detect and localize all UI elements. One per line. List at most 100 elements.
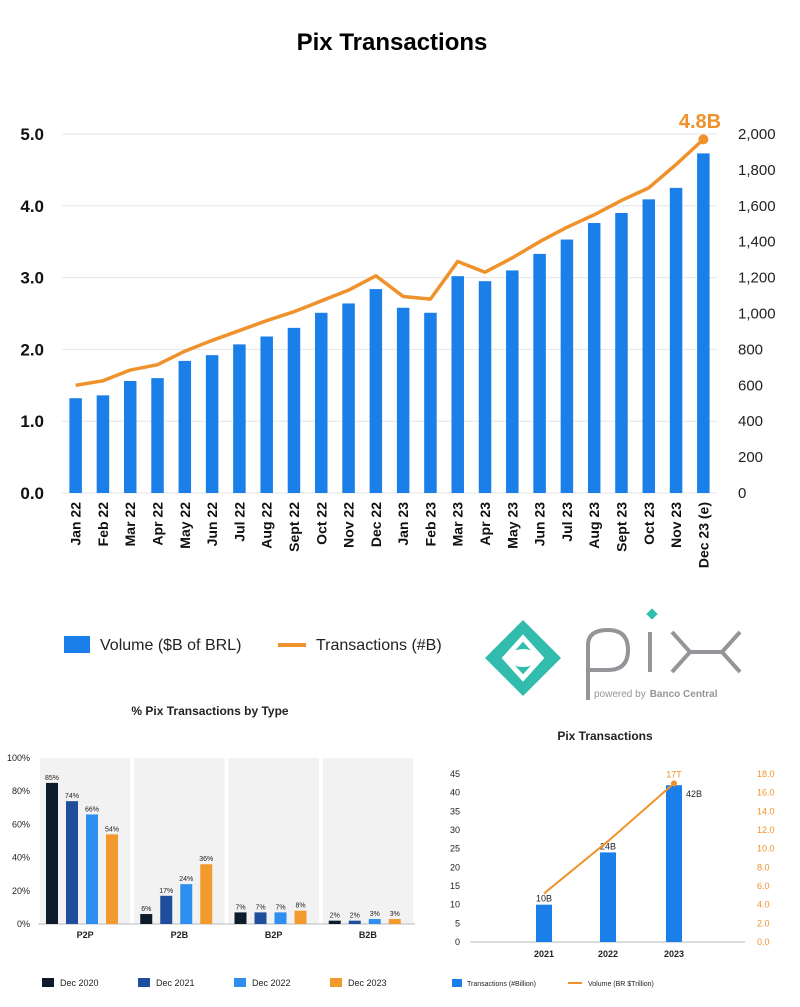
legend-label-transactions: Transactions (#B) xyxy=(316,637,442,654)
yearly-bar xyxy=(600,852,616,942)
volume-bar xyxy=(396,307,410,493)
volume-bar xyxy=(260,336,273,493)
volume-annotation: 17T xyxy=(666,769,682,779)
volume-bar xyxy=(478,281,492,493)
x-axis-tick-label: Mar 22 xyxy=(122,502,138,547)
volume-bar xyxy=(151,378,164,493)
x-axis-tick-label: Jun 22 xyxy=(204,502,220,547)
right-axis-tick-label: 1,000 xyxy=(738,306,776,323)
type-bar-label: 2% xyxy=(350,913,360,920)
left-axis-tick-label: 0.0 xyxy=(20,484,44,503)
x-axis-tick-label: May 23 xyxy=(504,502,520,549)
legend-label: Dec 2023 xyxy=(348,978,387,988)
x-axis-tick-label: May 22 xyxy=(177,502,193,549)
type-chart-x-axis: P2P P2B B2P B2B xyxy=(77,930,378,940)
category-label: 2023 xyxy=(664,949,684,959)
category-label: B2P xyxy=(265,930,283,940)
type-bar xyxy=(294,910,307,924)
type-chart-y-axis: 0% 20% 40% 60% 80% 100% xyxy=(7,753,30,929)
type-bar xyxy=(234,912,247,924)
category-label: B2B xyxy=(359,930,378,940)
right-axis-tick-label: 18.0 xyxy=(757,769,775,779)
legend-label: Dec 2022 xyxy=(252,978,291,988)
x-axis-tick-label: Feb 23 xyxy=(422,502,438,547)
legend-swatch xyxy=(452,979,462,987)
volume-last-point xyxy=(671,780,677,787)
type-bar xyxy=(328,920,341,924)
type-bar-label: 24% xyxy=(179,876,193,883)
x-axis-tick-label: Apr 23 xyxy=(477,502,493,546)
x-axis-tick-label: Jan 22 xyxy=(68,502,84,546)
category-label: 2021 xyxy=(534,949,554,959)
left-axis-tick-label: 15 xyxy=(450,881,460,891)
left-axis-tick-label: 4.0 xyxy=(20,197,44,216)
yearly-chart-right-axis: 0.0 2.0 4.0 6.0 8.0 10.0 12.0 14.0 16.0 18.0 xyxy=(757,769,775,947)
type-bar-label: 85% xyxy=(45,775,59,782)
yearly-bar-label: 10B xyxy=(536,894,552,904)
right-axis-tick-label: 16.0 xyxy=(757,788,775,798)
type-bar-label: 3% xyxy=(390,911,400,918)
right-axis-tick-label: 12.0 xyxy=(757,825,775,835)
main-chart-legend: Volume ($B of BRL) Transactions (#B) xyxy=(64,636,442,654)
type-bar-label: 7% xyxy=(275,904,285,911)
x-axis-tick-label: Nov 23 xyxy=(668,502,684,548)
category-label: P2B xyxy=(171,930,189,940)
y-axis-tick-label: 80% xyxy=(12,786,30,796)
x-axis-tick-label: Oct 22 xyxy=(313,502,329,545)
type-bar xyxy=(274,912,287,924)
x-axis-tick-label: Jul 22 xyxy=(231,502,247,542)
type-bar-label: 7% xyxy=(255,904,265,911)
right-axis-tick-label: 800 xyxy=(738,341,763,358)
yearly-chart-legend: Transactions (#Billion) Volume (BR $Trill… xyxy=(452,979,654,988)
left-axis-tick-label: 35 xyxy=(450,806,460,816)
left-axis-tick-label: 25 xyxy=(450,844,460,854)
x-axis-tick-label: Aug 23 xyxy=(586,502,602,549)
right-axis-tick-label: 600 xyxy=(738,377,763,394)
category-label: 2022 xyxy=(598,949,618,959)
yearly-chart-left-axis: 0 5 10 15 20 25 30 35 40 45 xyxy=(450,769,460,947)
type-bar xyxy=(140,914,153,924)
left-axis-tick-label: 2.0 xyxy=(20,340,44,359)
type-bar xyxy=(180,884,193,924)
volume-line xyxy=(543,782,675,895)
main-chart-volume-bars xyxy=(69,153,710,494)
x-axis-tick-label: Nov 22 xyxy=(341,502,357,548)
x-axis-tick-label: Dec 23 (e) xyxy=(695,502,711,568)
x-axis-tick-label: Oct 23 xyxy=(641,502,657,545)
type-bar xyxy=(106,834,118,924)
volume-bar xyxy=(342,303,355,493)
pix-logo-wordmark xyxy=(586,608,742,700)
x-axis-tick-label: Mar 23 xyxy=(450,502,466,547)
volume-bar xyxy=(123,380,137,493)
right-axis-tick-label: 6.0 xyxy=(757,881,770,891)
x-axis-tick-label: Jun 23 xyxy=(532,502,548,547)
main-chart-left-axis: 0.0 1.0 2.0 3.0 4.0 5.0 xyxy=(20,125,44,503)
yearly-bar-label: 24B xyxy=(600,841,616,851)
type-bar-label: 74% xyxy=(65,793,79,800)
right-axis-tick-label: 200 xyxy=(738,449,763,466)
legend-swatch-volume xyxy=(64,636,90,653)
x-axis-tick-label: Aug 22 xyxy=(259,502,275,549)
left-axis-tick-label: 10 xyxy=(450,900,460,910)
type-bar-label: 6% xyxy=(141,906,151,913)
volume-bar xyxy=(697,153,710,494)
left-axis-tick-label: 3.0 xyxy=(20,269,44,288)
category-label: P2P xyxy=(77,930,94,940)
type-bar xyxy=(86,814,98,924)
x-axis-tick-label: Sept 22 xyxy=(286,502,302,552)
legend-label: Volume (BR $Trillion) xyxy=(588,981,654,988)
right-axis-tick-label: 0.0 xyxy=(757,937,770,947)
volume-bar xyxy=(533,253,546,493)
yearly-chart-title: Pix Transactions xyxy=(557,729,653,743)
type-bar-label: 2% xyxy=(330,913,340,920)
main-chart-title: Pix Transactions xyxy=(297,29,488,56)
y-axis-tick-label: 40% xyxy=(12,853,30,863)
transactions-line xyxy=(75,138,705,388)
type-bar-label: 17% xyxy=(159,888,173,895)
y-axis-tick-label: 20% xyxy=(12,886,30,896)
volume-bar xyxy=(560,239,574,493)
legend-label: Dec 2021 xyxy=(156,978,195,988)
type-bar-label: 3% xyxy=(370,911,380,918)
pix-logo: powered by Banco Central xyxy=(485,608,742,700)
x-axis-tick-label: Apr 22 xyxy=(150,502,166,546)
